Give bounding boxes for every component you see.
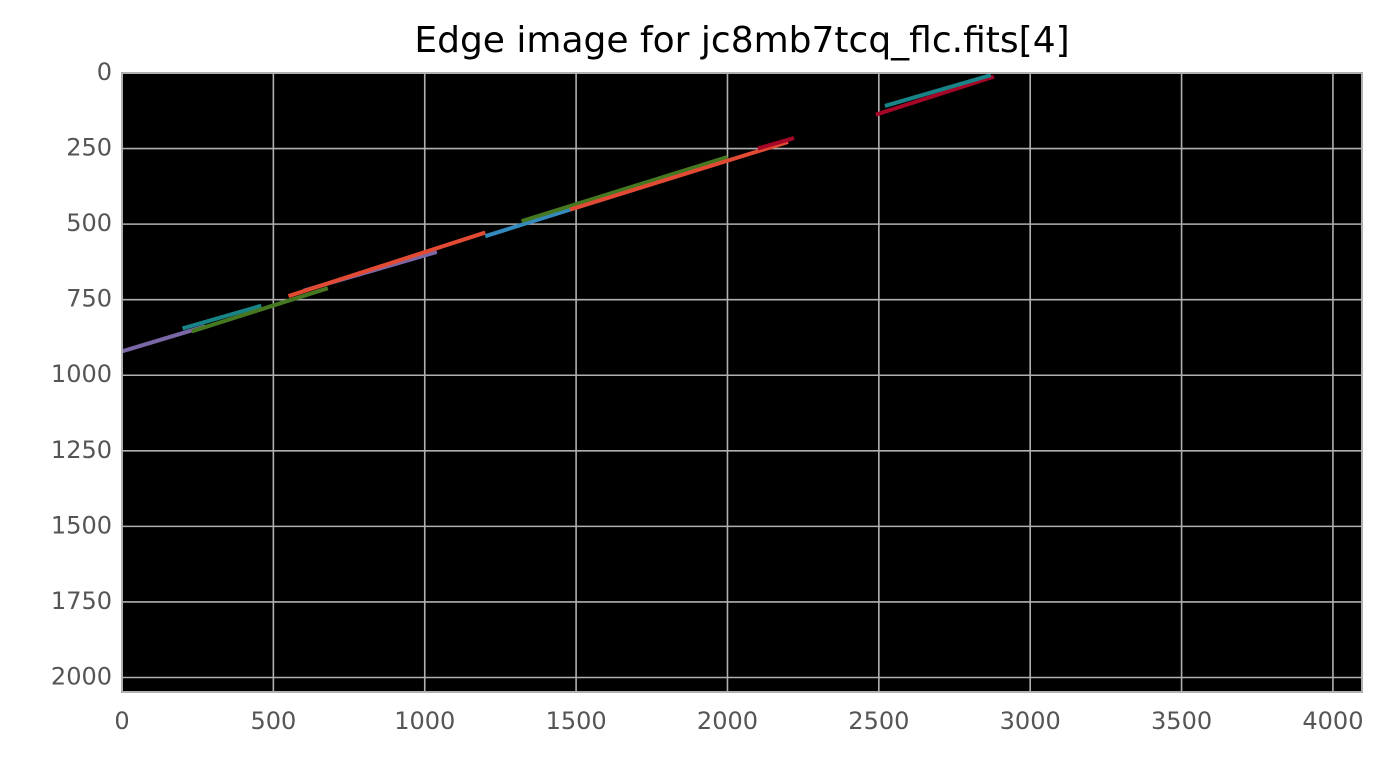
image-area bbox=[122, 73, 1362, 692]
chart-title: Edge image for jc8mb7tcq_flc.fits[4] bbox=[414, 20, 1069, 61]
y-tick-label: 250 bbox=[66, 134, 112, 162]
y-tick-label: 2000 bbox=[51, 662, 112, 690]
y-tick-label: 750 bbox=[66, 285, 112, 313]
y-tick-label: 0 bbox=[97, 58, 112, 86]
x-tick-label: 500 bbox=[250, 707, 296, 735]
x-tick-label: 4000 bbox=[1302, 707, 1363, 735]
x-tick-label: 1000 bbox=[394, 707, 455, 735]
line-segment bbox=[191, 286, 329, 334]
line-segment bbox=[287, 230, 486, 298]
line-segment bbox=[569, 140, 789, 212]
y-tick-label: 1000 bbox=[51, 360, 112, 388]
x-tick-label: 2000 bbox=[697, 707, 758, 735]
y-tick-label: 1250 bbox=[51, 436, 112, 464]
y-tick-label: 500 bbox=[66, 209, 112, 237]
x-tick-label: 1500 bbox=[546, 707, 607, 735]
plot-frame bbox=[121, 72, 1363, 693]
x-tick-label: 0 bbox=[114, 707, 129, 735]
x-tick-label: 2500 bbox=[848, 707, 909, 735]
line-segment bbox=[875, 74, 995, 117]
line-segment bbox=[757, 136, 795, 151]
line-segment bbox=[521, 155, 729, 224]
y-tick-label: 1750 bbox=[51, 587, 112, 615]
x-tick-label: 3500 bbox=[1151, 707, 1212, 735]
line-segment bbox=[884, 73, 992, 108]
x-tick-label: 3000 bbox=[1000, 707, 1061, 735]
line-segment bbox=[181, 303, 262, 331]
y-tick-label: 1500 bbox=[51, 511, 112, 539]
